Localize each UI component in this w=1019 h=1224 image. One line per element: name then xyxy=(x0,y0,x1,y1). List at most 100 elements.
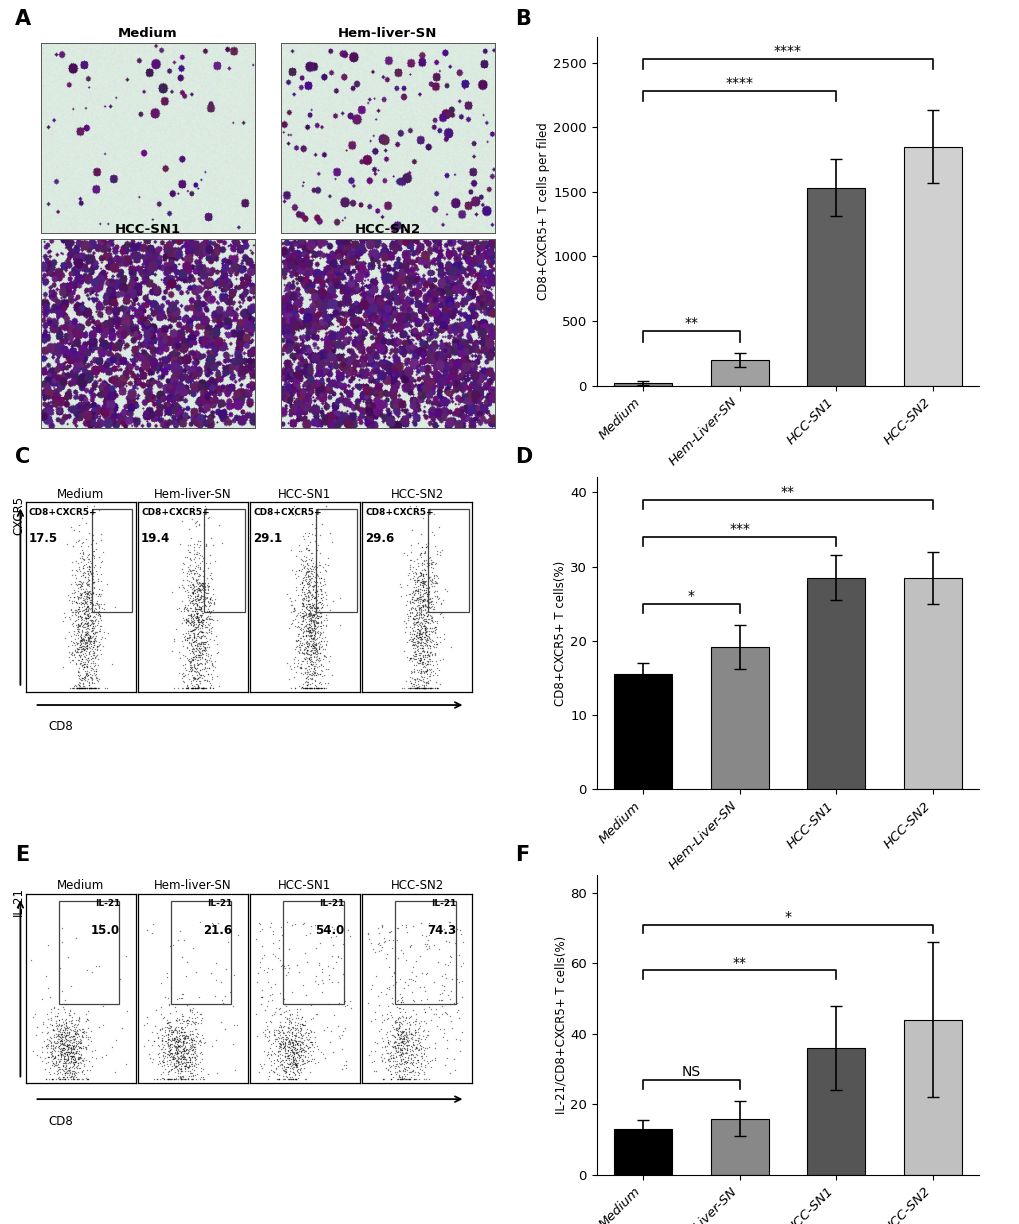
Point xyxy=(144,924,160,944)
Point xyxy=(387,1038,404,1058)
Point xyxy=(308,646,324,666)
Point xyxy=(305,625,321,645)
Point xyxy=(300,1051,316,1071)
Point xyxy=(311,556,327,575)
Point xyxy=(293,580,310,600)
Point xyxy=(160,1036,176,1055)
Point xyxy=(276,1058,292,1077)
Point xyxy=(181,561,198,580)
Point xyxy=(179,610,196,629)
Point xyxy=(159,1012,175,1032)
Point xyxy=(191,643,207,662)
Point xyxy=(196,559,212,579)
Point xyxy=(406,572,422,591)
Point xyxy=(182,635,199,655)
Point xyxy=(384,1048,400,1067)
Point xyxy=(196,634,212,654)
Point xyxy=(414,624,430,644)
Point xyxy=(70,645,87,665)
Point xyxy=(392,1039,409,1059)
Point xyxy=(412,543,428,563)
Text: NS: NS xyxy=(681,1065,700,1078)
Point xyxy=(296,589,312,608)
Point xyxy=(177,1069,194,1088)
Point xyxy=(197,652,213,672)
Point xyxy=(117,1054,133,1073)
Point xyxy=(302,501,318,520)
Point xyxy=(290,603,307,623)
Point xyxy=(52,1026,68,1045)
Point xyxy=(412,546,428,565)
Point xyxy=(186,654,203,673)
Point xyxy=(50,1069,66,1088)
Point xyxy=(57,1023,73,1043)
Text: *: * xyxy=(687,589,694,602)
Point xyxy=(413,605,429,624)
Point xyxy=(193,621,209,640)
Point xyxy=(329,1016,345,1036)
Point xyxy=(381,1031,397,1050)
Point xyxy=(397,1026,414,1045)
Point xyxy=(389,1070,406,1089)
Point xyxy=(286,914,303,934)
Point xyxy=(409,1056,425,1076)
Point xyxy=(179,605,196,624)
Point xyxy=(199,568,215,588)
Point xyxy=(88,600,104,619)
Point xyxy=(294,595,311,614)
Point xyxy=(197,573,213,592)
Point xyxy=(64,536,81,556)
Point xyxy=(259,1028,275,1048)
Point xyxy=(200,614,216,634)
Point xyxy=(393,988,410,1007)
Point xyxy=(292,1032,309,1051)
Point xyxy=(209,1064,225,1083)
Point xyxy=(205,630,221,650)
Point xyxy=(291,999,308,1018)
Point xyxy=(280,1032,297,1051)
Point xyxy=(312,665,328,684)
Point xyxy=(92,617,108,636)
Point xyxy=(302,661,318,681)
Point xyxy=(416,621,432,640)
Point xyxy=(71,678,88,698)
Point xyxy=(70,616,87,635)
Point xyxy=(291,1036,308,1055)
Point xyxy=(73,552,90,572)
Point xyxy=(302,622,318,641)
Point xyxy=(433,990,449,1010)
Point xyxy=(184,583,201,602)
Point xyxy=(300,636,316,656)
Point xyxy=(435,624,451,644)
Point xyxy=(412,624,428,644)
Point xyxy=(418,630,434,650)
Point xyxy=(388,1012,405,1032)
Point xyxy=(61,1038,77,1058)
Point xyxy=(51,1067,67,1087)
Point xyxy=(68,643,85,662)
Point xyxy=(288,1006,305,1026)
Point xyxy=(186,1066,203,1086)
Point xyxy=(192,666,208,685)
Point xyxy=(172,1067,189,1087)
Point xyxy=(164,1048,180,1067)
Point xyxy=(384,1048,400,1067)
Point xyxy=(418,674,434,694)
Point xyxy=(412,622,428,641)
Text: CD8: CD8 xyxy=(48,721,72,733)
Point xyxy=(57,1050,73,1070)
Point xyxy=(313,597,329,617)
Point xyxy=(420,1026,436,1045)
Point xyxy=(75,646,92,666)
Point xyxy=(283,1028,300,1048)
Point xyxy=(78,584,95,603)
Point xyxy=(94,599,110,618)
Point xyxy=(174,512,191,531)
Point xyxy=(69,628,86,647)
Point xyxy=(280,1047,297,1066)
Point xyxy=(304,625,320,645)
Point xyxy=(284,1062,301,1082)
Point xyxy=(195,678,211,698)
Point xyxy=(404,632,420,651)
Point xyxy=(287,1023,304,1043)
